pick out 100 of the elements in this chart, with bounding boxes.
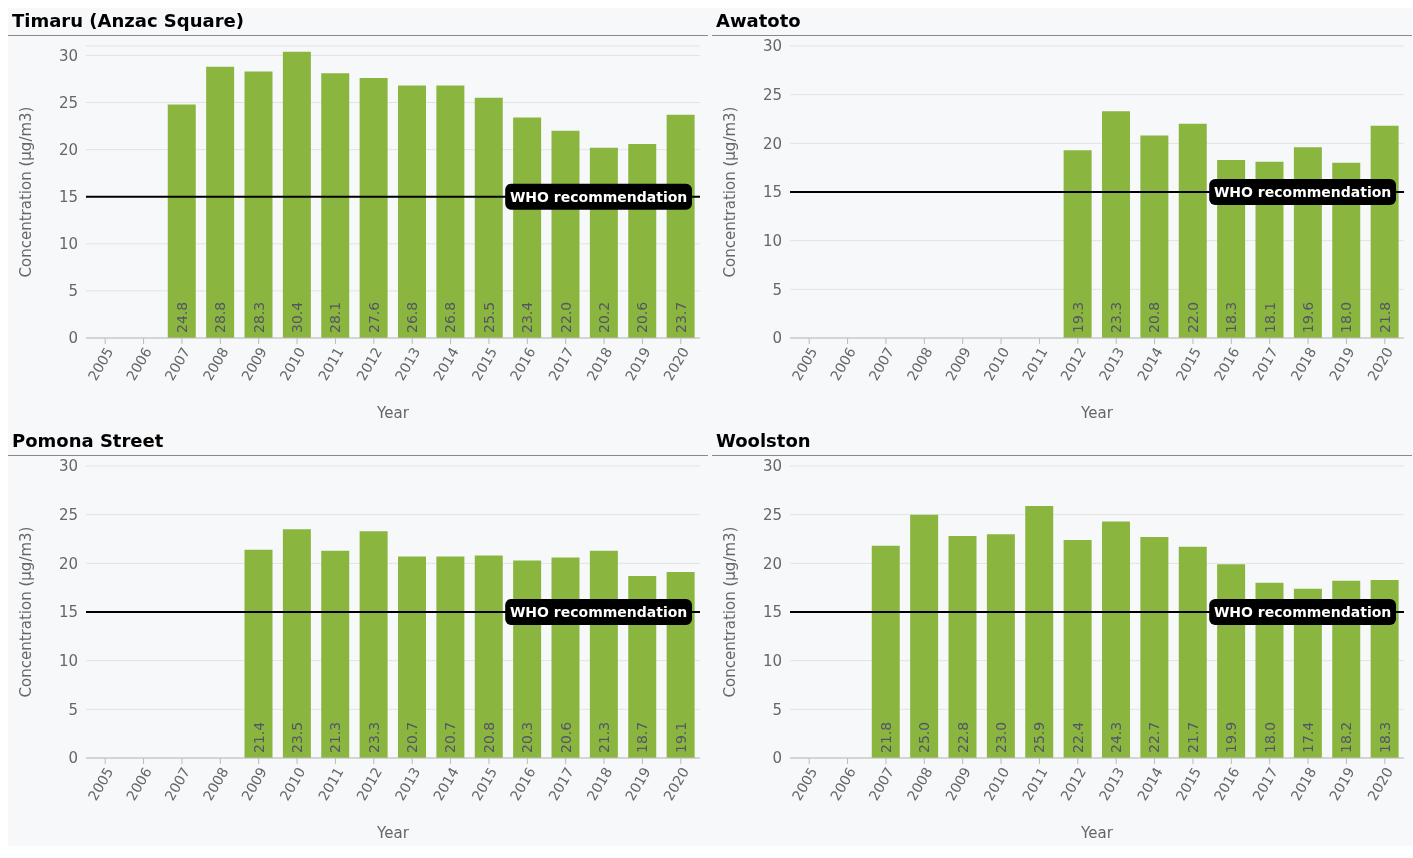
data-label: 23.7 <box>672 301 689 333</box>
bar <box>359 78 388 338</box>
bar <box>948 536 977 758</box>
data-label: 22.4 <box>1069 721 1086 753</box>
bar <box>1102 111 1130 338</box>
bar <box>474 555 503 758</box>
chart-title: Timaru (Anzac Square) <box>8 8 708 36</box>
y-tick-label: 15 <box>762 603 782 622</box>
data-label: 19.9 <box>1223 721 1240 753</box>
data-label: 19.1 <box>672 721 689 753</box>
y-tick-label: 10 <box>762 651 782 670</box>
data-label: 21.3 <box>595 721 612 753</box>
y-tick-label: 25 <box>58 93 78 112</box>
y-tick-label: 5 <box>68 700 78 719</box>
data-label: 24.3 <box>1108 721 1124 753</box>
bar <box>1178 123 1207 338</box>
y-tick-label: 30 <box>762 37 782 56</box>
y-tick-label: 20 <box>762 554 782 573</box>
x-axis-title: Year <box>1080 824 1114 842</box>
y-tick-label: 0 <box>772 329 782 348</box>
bar <box>436 85 465 338</box>
data-label: 18.7 <box>634 721 651 753</box>
data-label: 20.7 <box>404 721 420 753</box>
data-label: 20.8 <box>480 721 497 753</box>
data-label: 25.9 <box>1031 721 1048 753</box>
data-label: 25.5 <box>480 301 497 333</box>
data-label: 26.8 <box>442 301 459 333</box>
y-tick-label: 0 <box>68 329 78 348</box>
data-label: 20.2 <box>595 301 612 333</box>
data-label: 22.7 <box>1146 721 1163 753</box>
data-label: 21.3 <box>327 721 344 753</box>
data-label: 28.3 <box>250 301 267 333</box>
y-tick-label: 30 <box>58 46 78 65</box>
data-label: 22.8 <box>954 721 971 753</box>
data-label: 19.3 <box>1069 301 1086 333</box>
y-tick-label: 5 <box>772 280 782 299</box>
bar <box>1063 150 1092 338</box>
data-label: 23.4 <box>519 301 536 333</box>
data-label: 22.0 <box>557 301 574 333</box>
y-axis-title: Concentration (µg/m3) <box>17 526 36 698</box>
data-label: 28.1 <box>327 301 344 333</box>
data-label: 22.0 <box>1184 301 1201 333</box>
bar <box>871 545 900 758</box>
data-label: 19.6 <box>1299 301 1316 333</box>
ref-line-label: WHO recommendation <box>1213 184 1392 200</box>
chart-title: Pomona Street <box>8 428 708 456</box>
data-label: 21.4 <box>250 721 267 753</box>
bar <box>244 71 273 338</box>
bar <box>910 514 939 758</box>
y-tick-label: 15 <box>762 183 782 202</box>
y-tick-label: 10 <box>58 651 78 670</box>
data-label: 18.1 <box>1261 301 1278 333</box>
data-label: 17.4 <box>1299 721 1316 753</box>
y-axis-title: Concentration (µg/m3) <box>721 526 740 698</box>
x-axis-title: Year <box>376 824 410 842</box>
data-label: 20.3 <box>519 721 536 753</box>
data-label: 20.6 <box>634 301 651 333</box>
y-tick-label: 25 <box>58 505 78 524</box>
y-tick-label: 5 <box>772 700 782 719</box>
y-tick-label: 30 <box>58 457 78 476</box>
data-label: 18.0 <box>1261 721 1278 753</box>
y-tick-label: 0 <box>68 749 78 768</box>
bar <box>359 531 388 758</box>
data-label: 23.5 <box>288 721 305 753</box>
bar <box>282 529 311 758</box>
bar <box>986 534 1015 758</box>
data-label: 20.8 <box>1146 301 1163 333</box>
bar <box>321 550 350 758</box>
y-tick-label: 15 <box>58 188 78 207</box>
bar <box>1102 521 1130 758</box>
data-label: 26.8 <box>404 301 420 333</box>
chart-title: Awatoto <box>712 8 1412 36</box>
y-tick-label: 0 <box>772 749 782 768</box>
bar <box>1063 539 1092 758</box>
bar <box>1178 546 1207 758</box>
data-label: 20.6 <box>557 721 574 753</box>
ref-line-label: WHO recommendation <box>509 188 688 205</box>
data-label: 18.2 <box>1338 721 1355 753</box>
data-label: 24.8 <box>173 301 190 333</box>
y-tick-label: 20 <box>762 134 782 153</box>
data-label: 21.7 <box>1184 721 1201 753</box>
bar <box>244 549 273 758</box>
data-label: 27.6 <box>365 301 382 333</box>
data-label: 23.0 <box>992 721 1009 753</box>
ref-line-label: WHO recommendation <box>1213 604 1392 620</box>
bar <box>167 104 196 338</box>
bar <box>1140 135 1169 338</box>
bar <box>398 556 426 758</box>
bar <box>282 51 311 338</box>
data-label: 21.8 <box>877 721 894 753</box>
data-label: 21.8 <box>1376 301 1393 333</box>
y-axis-title: Concentration (µg/m3) <box>17 106 36 278</box>
data-label: 23.3 <box>365 721 382 753</box>
data-label: 20.7 <box>442 721 459 753</box>
data-label: 28.8 <box>212 301 229 333</box>
y-tick-label: 20 <box>58 140 78 159</box>
data-label: 23.3 <box>1108 301 1124 333</box>
x-axis-title: Year <box>376 404 410 422</box>
y-tick-label: 25 <box>762 85 782 104</box>
bar <box>1025 505 1054 758</box>
